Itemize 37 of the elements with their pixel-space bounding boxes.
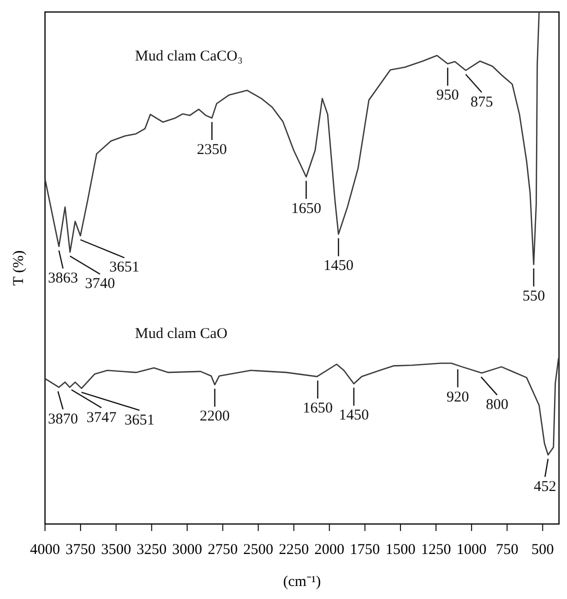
annotation: 3651 bbox=[109, 260, 140, 276]
annotation: 550 bbox=[522, 288, 545, 304]
x-tick-label: 1250 bbox=[421, 542, 452, 558]
annotation: 452 bbox=[534, 478, 556, 495]
annotation: 3863 bbox=[48, 270, 78, 286]
x-tick-label: 1750 bbox=[350, 542, 380, 558]
annotation: 3740 bbox=[85, 276, 116, 292]
x-tick-label: 2250 bbox=[278, 542, 309, 558]
annotation: 1450 bbox=[323, 258, 354, 274]
annotation: 3870 bbox=[48, 411, 78, 428]
x-tick-label: 3750 bbox=[66, 542, 96, 558]
annotation: 800 bbox=[486, 396, 508, 413]
x-axis-title: (cm⁻¹) bbox=[283, 574, 321, 590]
series-label: Mud clam CaO bbox=[135, 326, 228, 342]
annotation: 1650 bbox=[291, 200, 322, 217]
x-tick-label: 750 bbox=[496, 542, 518, 558]
x-tick-label: 4000 bbox=[30, 542, 60, 558]
annotation: 2200 bbox=[200, 408, 230, 425]
x-tick-label: 3000 bbox=[172, 542, 202, 558]
x-tick-label: 1500 bbox=[385, 542, 416, 558]
x-tick-label: 500 bbox=[531, 542, 554, 558]
annotation: 3747 bbox=[86, 410, 117, 426]
annotation: 875 bbox=[470, 94, 493, 110]
x-tick-label: 2500 bbox=[243, 542, 274, 558]
annotation: 1450 bbox=[338, 408, 369, 424]
series-label: Mud clam CaCO₃ bbox=[135, 48, 243, 64]
x-tick-label: 2750 bbox=[208, 542, 238, 558]
annotation: 2350 bbox=[196, 142, 227, 158]
annotation: 3651 bbox=[124, 412, 155, 428]
x-tick-label: 3250 bbox=[136, 542, 167, 558]
annotation: 950 bbox=[436, 88, 459, 104]
x-tick-label: 3500 bbox=[101, 542, 132, 558]
annotation: 1650 bbox=[302, 400, 333, 417]
x-tick-label: 1000 bbox=[456, 542, 487, 558]
x-tick-label: 2000 bbox=[314, 542, 344, 558]
annotation: 920 bbox=[446, 389, 470, 406]
y-axis-title: T (%) bbox=[11, 250, 27, 286]
